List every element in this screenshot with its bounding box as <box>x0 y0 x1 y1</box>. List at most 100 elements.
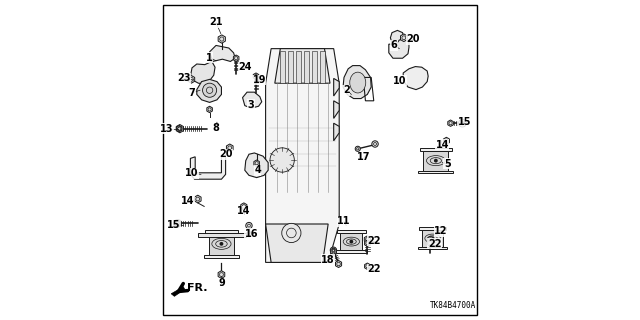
Circle shape <box>434 159 438 163</box>
Polygon shape <box>428 236 433 243</box>
Polygon shape <box>448 120 453 126</box>
Polygon shape <box>388 39 409 58</box>
Text: 9: 9 <box>218 278 225 288</box>
Circle shape <box>174 220 182 227</box>
Text: 2: 2 <box>343 85 349 95</box>
Bar <box>336 251 367 253</box>
Text: 1: 1 <box>206 52 213 63</box>
Circle shape <box>349 240 353 244</box>
Polygon shape <box>227 144 233 152</box>
Polygon shape <box>390 30 404 45</box>
Bar <box>304 51 309 83</box>
Bar <box>340 233 362 251</box>
Polygon shape <box>207 106 212 113</box>
Polygon shape <box>343 66 371 99</box>
Text: 8: 8 <box>212 123 220 133</box>
Text: TK84B4700A: TK84B4700A <box>429 301 476 310</box>
Bar <box>320 51 325 83</box>
Polygon shape <box>335 260 342 268</box>
Polygon shape <box>331 248 336 254</box>
Polygon shape <box>444 137 449 144</box>
Text: 20: 20 <box>406 34 420 44</box>
Text: 5: 5 <box>444 159 451 169</box>
Circle shape <box>202 83 216 97</box>
Polygon shape <box>195 195 201 203</box>
Circle shape <box>330 247 337 253</box>
Polygon shape <box>333 78 339 96</box>
Text: 14: 14 <box>181 196 195 206</box>
Polygon shape <box>177 125 182 132</box>
Bar <box>204 255 239 258</box>
Polygon shape <box>401 34 407 42</box>
Text: 23: 23 <box>177 73 191 84</box>
Bar <box>312 51 317 83</box>
Text: 10: 10 <box>392 76 406 86</box>
Bar <box>418 247 447 249</box>
Text: 24: 24 <box>238 62 252 72</box>
Polygon shape <box>428 240 433 246</box>
Text: 4: 4 <box>254 165 261 175</box>
Polygon shape <box>175 220 180 227</box>
Text: 15: 15 <box>458 117 472 127</box>
Polygon shape <box>333 123 339 141</box>
Bar <box>422 230 443 247</box>
Bar <box>296 51 301 83</box>
Polygon shape <box>364 236 371 243</box>
Text: 11: 11 <box>337 216 351 227</box>
Polygon shape <box>275 49 330 83</box>
Text: 10: 10 <box>185 168 199 179</box>
Text: 13: 13 <box>160 124 174 134</box>
Polygon shape <box>333 101 339 118</box>
Text: 14: 14 <box>237 206 251 216</box>
Polygon shape <box>241 203 247 210</box>
Circle shape <box>220 242 223 246</box>
Bar <box>198 233 246 237</box>
Polygon shape <box>172 287 184 296</box>
Polygon shape <box>403 67 428 90</box>
Text: 3: 3 <box>248 100 255 110</box>
Bar <box>209 233 234 255</box>
Circle shape <box>246 232 252 237</box>
Polygon shape <box>254 160 259 166</box>
Polygon shape <box>218 271 225 278</box>
Polygon shape <box>243 92 262 108</box>
Bar <box>280 51 285 83</box>
Text: 16: 16 <box>244 228 258 239</box>
Polygon shape <box>188 76 195 83</box>
Text: 22: 22 <box>367 264 381 275</box>
Bar <box>419 228 446 230</box>
Circle shape <box>458 119 466 127</box>
Text: 22: 22 <box>428 239 442 249</box>
Ellipse shape <box>349 72 366 93</box>
Text: 17: 17 <box>357 152 371 163</box>
Bar <box>288 51 293 83</box>
Text: 19: 19 <box>252 75 266 85</box>
Bar <box>424 151 448 171</box>
Polygon shape <box>218 35 225 43</box>
Circle shape <box>372 141 378 147</box>
Text: 18: 18 <box>321 255 335 265</box>
Polygon shape <box>253 73 259 79</box>
Text: 22: 22 <box>367 236 381 246</box>
Polygon shape <box>266 224 328 262</box>
Polygon shape <box>365 263 370 269</box>
Bar <box>205 230 238 233</box>
Circle shape <box>431 236 435 240</box>
Bar <box>420 148 452 151</box>
Text: 6: 6 <box>391 40 397 51</box>
Text: 15: 15 <box>166 220 180 230</box>
Circle shape <box>270 148 294 172</box>
Polygon shape <box>176 124 184 133</box>
Text: 20: 20 <box>219 149 232 159</box>
Text: 7: 7 <box>189 88 195 98</box>
Text: 21: 21 <box>209 17 223 28</box>
Circle shape <box>282 223 301 243</box>
Polygon shape <box>197 79 221 102</box>
Polygon shape <box>245 153 268 178</box>
Polygon shape <box>234 55 239 61</box>
Polygon shape <box>191 157 226 179</box>
Text: 14: 14 <box>435 140 449 150</box>
Circle shape <box>246 222 252 229</box>
Bar <box>419 171 453 173</box>
Circle shape <box>355 146 360 151</box>
